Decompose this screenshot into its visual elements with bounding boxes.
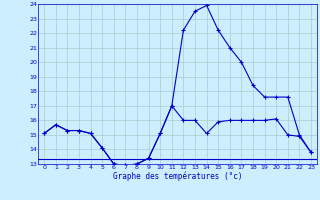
X-axis label: Graphe des températures (°c): Graphe des températures (°c) <box>113 172 242 181</box>
